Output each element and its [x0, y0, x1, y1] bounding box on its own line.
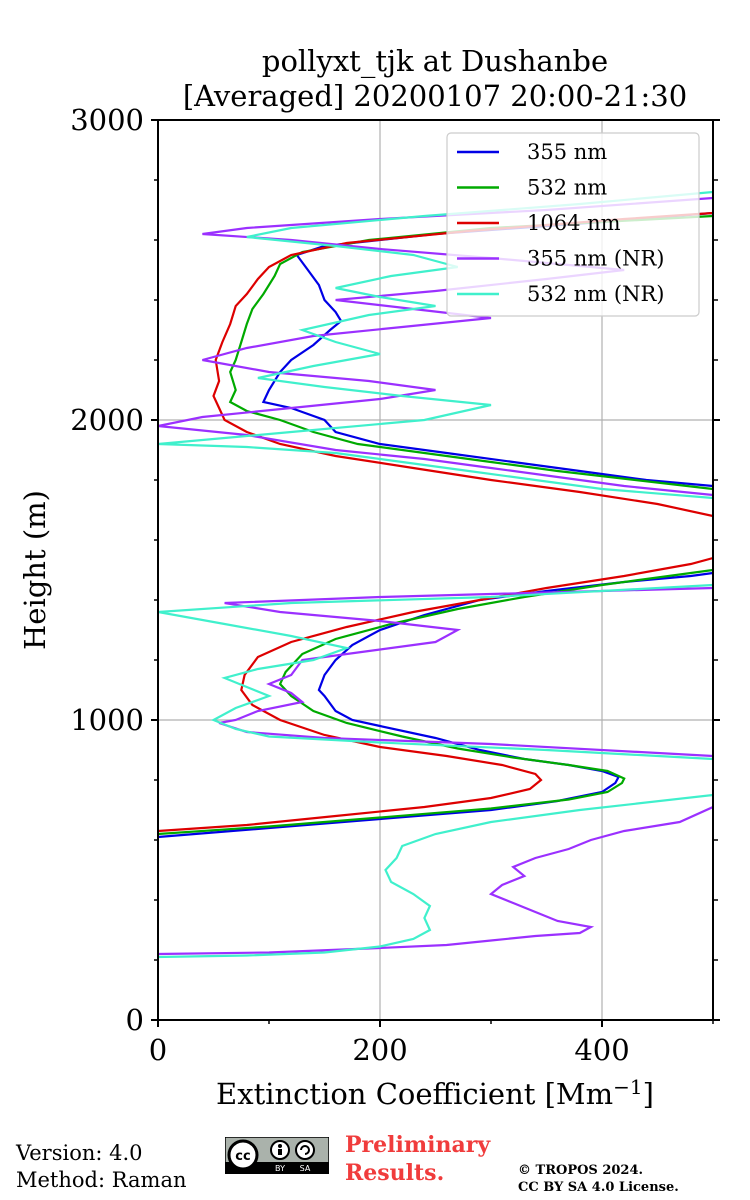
method-label: Method: Raman	[16, 1168, 187, 1192]
legend-label: 1064 nm	[527, 211, 621, 235]
series-line-532-nm-nr-	[158, 793, 713, 959]
legend-box	[446, 132, 700, 317]
x-tick-label: 200	[352, 1033, 407, 1067]
results-label: Results.	[345, 1160, 445, 1186]
legend: 355 nm 532 nm 1064 nm 355 nm (NR) 532 nm (NR…	[446, 132, 700, 317]
y-tick-label: 1000	[70, 703, 144, 737]
sa-text: SA	[300, 1164, 311, 1173]
y-tick-label: 3000	[70, 103, 144, 137]
cc-icon-text: cc	[235, 1149, 250, 1164]
sa-icon	[295, 1140, 315, 1160]
y-tick-label: 0	[126, 1003, 144, 1037]
series-line-355-nm-nr-	[218, 586, 713, 758]
license-label: CC BY SA 4.0 License.	[518, 1180, 679, 1195]
chart-title-line2: [Averaged] 20200107 20:00-21:30	[183, 79, 687, 113]
series-line-532-nm-nr-	[158, 190, 713, 500]
y-axis-label: Height (m)	[18, 490, 52, 650]
series-line-532-nm	[158, 568, 713, 836]
legend-label: 355 nm	[527, 140, 607, 164]
x-tick-label: 0	[149, 1033, 167, 1067]
by-text: BY	[275, 1164, 285, 1173]
cc-icon	[227, 1139, 259, 1171]
series-line-1064-nm	[212, 211, 713, 518]
version-label: Version: 4.0	[16, 1141, 143, 1165]
chart-title-line1: pollyxt_tjk at Dushanbe	[262, 44, 608, 79]
axis-ticks: 0 200 400 0 1000 2000 3000	[70, 103, 720, 1067]
series-line-355-nm-nr-	[158, 196, 713, 497]
series-line-1064-nm	[158, 556, 713, 833]
series-lines	[158, 190, 713, 959]
series-line-355-nm-nr-	[158, 805, 713, 956]
copyright-label: © TROPOS 2024.	[518, 1163, 644, 1178]
legend-label: 355 nm (NR)	[527, 247, 664, 271]
x-tick-label: 400	[574, 1033, 629, 1067]
cc-by-sa-badge: cc BY SA	[225, 1137, 329, 1174]
plot-frame	[157, 119, 714, 1021]
series-line-532-nm-nr-	[158, 583, 713, 761]
x-axis-label: Extinction Coefficient [Mm−1]	[216, 1075, 654, 1111]
preliminary-label: Preliminary	[345, 1132, 491, 1158]
legend-label: 532 nm (NR)	[527, 282, 664, 306]
legend-label: 532 nm	[527, 176, 607, 200]
y-tick-label: 2000	[70, 403, 144, 437]
